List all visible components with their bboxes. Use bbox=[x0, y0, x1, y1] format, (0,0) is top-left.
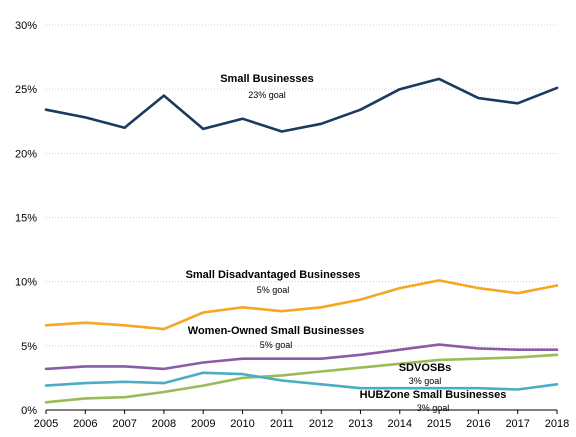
x-tick-label: 2013 bbox=[348, 418, 372, 430]
x-tick-label: 2015 bbox=[427, 418, 451, 430]
x-tick-label: 2018 bbox=[545, 418, 569, 430]
x-tick-label: 2008 bbox=[152, 418, 176, 430]
x-tick-label: 2010 bbox=[230, 418, 254, 430]
y-tick-label: 20% bbox=[15, 148, 37, 160]
x-tick-label: 2016 bbox=[466, 418, 490, 430]
series-label-small-disadvantaged-businesses: Small Disadvantaged Businesses bbox=[186, 269, 361, 281]
series-line-hubzone-small-businesses bbox=[44, 371, 559, 391]
y-tick-label: 0% bbox=[21, 405, 37, 417]
series-line-women-owned-small-businesses bbox=[44, 343, 559, 371]
x-tick-label: 2012 bbox=[309, 418, 333, 430]
series-label-sdvosbs: SDVOSBs bbox=[399, 362, 452, 374]
series-line-small-businesses bbox=[44, 77, 559, 133]
series-lines bbox=[44, 77, 559, 404]
x-tick-label: 2011 bbox=[270, 418, 294, 430]
series-line-sdvosbs bbox=[44, 353, 559, 404]
y-tick-label: 25% bbox=[15, 84, 37, 96]
x-tick-label: 2017 bbox=[505, 418, 529, 430]
y-tick-label: 10% bbox=[15, 277, 37, 289]
x-tick-label: 2006 bbox=[73, 418, 97, 430]
x-tick-label: 2007 bbox=[112, 418, 136, 430]
x-tick-label: 2005 bbox=[34, 418, 58, 430]
goal-label-small-businesses: 23% goal bbox=[248, 90, 286, 100]
goal-label-women-owned-small-businesses: 5% goal bbox=[260, 340, 293, 350]
x-tick-label: 2014 bbox=[388, 418, 412, 430]
goal-label-small-disadvantaged-businesses: 5% goal bbox=[257, 285, 290, 295]
series-line-small-disadvantaged-businesses bbox=[44, 279, 559, 331]
series-label-small-businesses: Small Businesses bbox=[220, 73, 314, 85]
goal-label-hubzone-small-businesses: 3% goal bbox=[417, 403, 450, 413]
goal-label-sdvosbs: 3% goal bbox=[409, 376, 442, 386]
y-tick-label: 30% bbox=[15, 20, 37, 32]
gridlines bbox=[46, 24, 557, 347]
series-label-hubzone-small-businesses: HUBZone Small Businesses bbox=[360, 389, 507, 401]
series-labels: Small Businesses 23% goal Small Disadvanta… bbox=[186, 73, 507, 413]
y-tick-label: 15% bbox=[15, 213, 37, 225]
series-label-women-owned-small-businesses: Women-Owned Small Businesses bbox=[188, 325, 364, 337]
x-tick-label: 2009 bbox=[191, 418, 215, 430]
y-tick-label: 5% bbox=[21, 341, 37, 353]
axes: 0% 5% 10% 15% 20% 25% 30% 2005 2006 2007 2008 2009 2… bbox=[15, 20, 569, 430]
